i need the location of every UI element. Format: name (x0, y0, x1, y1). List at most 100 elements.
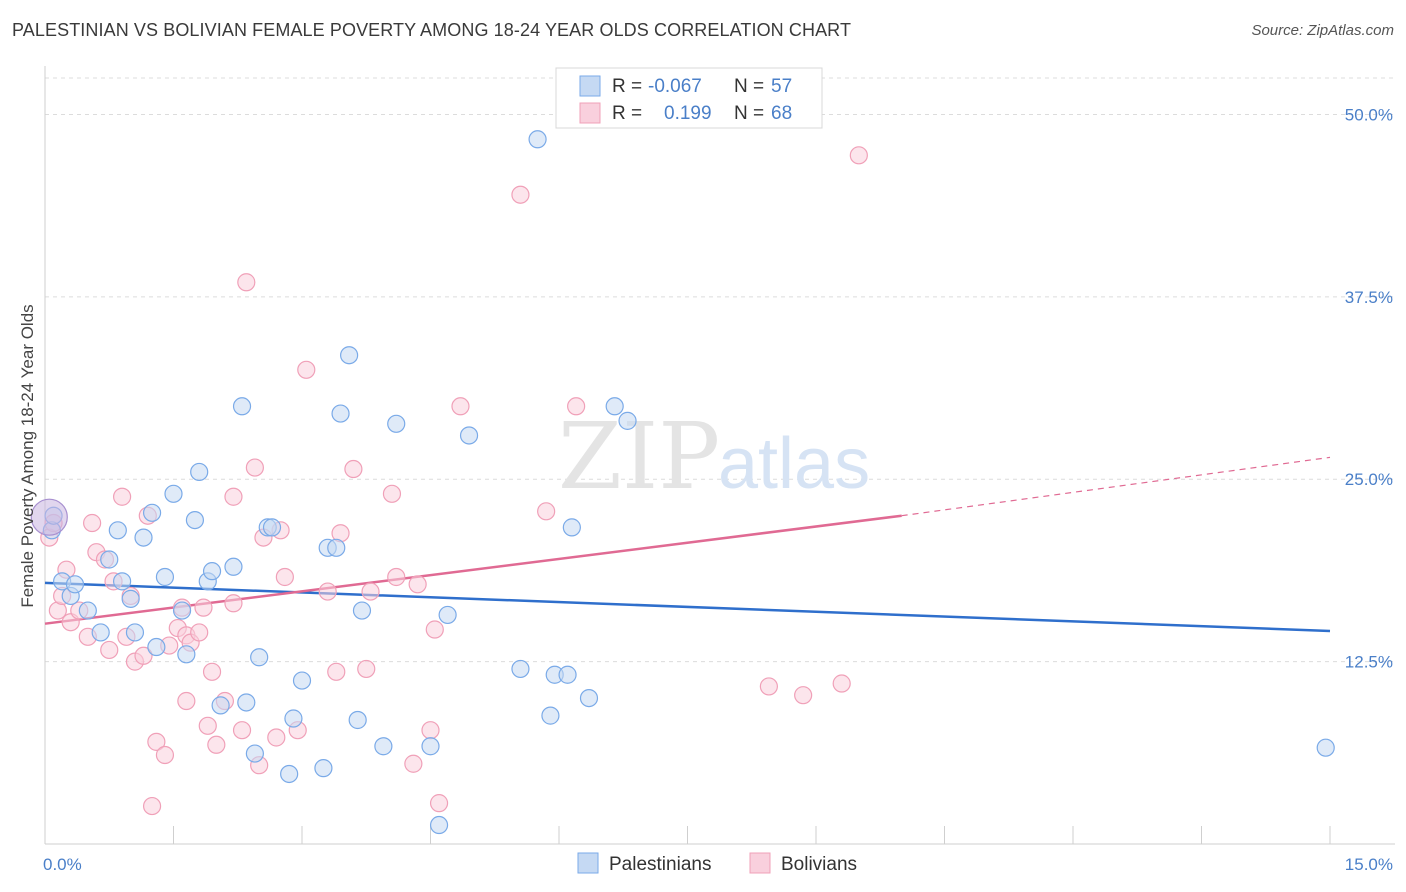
data-point (579, 688, 599, 708)
watermark-atlas: atlas (718, 424, 870, 504)
data-point (30, 498, 68, 536)
data-point (357, 659, 376, 679)
data-point (318, 582, 337, 601)
data-point (100, 550, 119, 569)
data-point (190, 462, 209, 482)
y-tick-label: 37.5% (1345, 288, 1393, 307)
data-point (142, 503, 162, 522)
y-tick-label: 25.0% (1345, 470, 1393, 489)
data-point (121, 589, 140, 608)
data-point (78, 601, 97, 620)
data-point (177, 645, 196, 664)
legend-swatch-palestinians (579, 75, 601, 97)
legend-swatch-bolivians (579, 102, 601, 124)
data-point (421, 737, 440, 756)
x-tick-label: 0.0% (43, 855, 82, 874)
data-point (558, 665, 577, 684)
trend-line-bolivians-extension (901, 456, 1331, 517)
data-point (100, 640, 119, 660)
data-point (361, 582, 380, 601)
data-point (112, 572, 132, 591)
data-point (327, 538, 346, 557)
data-point (262, 518, 282, 537)
data-point (232, 397, 252, 416)
legend-series-name: Bolivians (781, 854, 857, 875)
data-point (425, 620, 444, 639)
data-point (297, 360, 316, 379)
data-point (618, 411, 637, 430)
data-point (147, 732, 166, 751)
data-point (112, 487, 132, 506)
axes (44, 66, 1395, 845)
data-point (245, 458, 264, 477)
data-point (314, 759, 333, 778)
data-point (459, 426, 479, 445)
data-point (1316, 738, 1335, 757)
data-point (211, 696, 230, 715)
data-point (382, 484, 402, 503)
legend-n-label: N = (734, 103, 764, 124)
x-tick-labels: 0.0% 15.0% (43, 855, 1393, 874)
data-point (134, 646, 153, 665)
legend-swatch-bolivians (749, 852, 771, 874)
data-point (250, 648, 269, 667)
data-point (224, 487, 243, 506)
data-point (142, 796, 162, 816)
data-point (207, 735, 226, 754)
data-point (832, 674, 851, 693)
data-point (374, 737, 393, 756)
data-point (340, 346, 359, 365)
data-point (237, 273, 256, 292)
legend-r-label: R = (612, 103, 642, 124)
data-point (438, 605, 457, 625)
legend-r-value: 0.199 (664, 103, 712, 124)
data-point (190, 623, 209, 642)
data-point (794, 686, 813, 705)
zipatlas-watermark: ZIP atlas (558, 403, 870, 510)
data-point (562, 518, 581, 537)
data-point (65, 575, 85, 594)
legend-series-name: Palestinians (609, 854, 711, 875)
data-point (108, 521, 127, 540)
legend-swatch-palestinians (577, 852, 599, 874)
data-point (202, 562, 222, 581)
data-point (125, 623, 145, 642)
data-point (331, 404, 350, 423)
data-point (155, 567, 175, 587)
y-tick-labels: 12.5% 25.0% 37.5% 50.0% (1345, 105, 1393, 671)
data-point (348, 710, 367, 730)
data-point (275, 567, 294, 587)
y-axis-label: Female Poverty Among 18-24 Year Olds (18, 304, 37, 607)
y-tick-label: 50.0% (1345, 105, 1393, 124)
data-point (224, 594, 243, 613)
legend-n-label: N = (734, 76, 764, 97)
data-point (387, 567, 406, 587)
data-point (134, 528, 153, 547)
data-point (528, 130, 547, 149)
legend-r-value: -0.067 (648, 76, 702, 97)
trend-line-palestinians (44, 581, 1331, 633)
data-point (537, 502, 556, 521)
y-tick-label: 12.5% (1345, 653, 1393, 672)
data-point (194, 598, 213, 617)
data-point (237, 693, 256, 712)
data-point (759, 677, 778, 696)
data-point (429, 815, 449, 835)
data-point (511, 185, 530, 204)
data-point (224, 557, 243, 576)
data-point (327, 662, 346, 681)
data-point (451, 397, 470, 416)
data-point (605, 397, 624, 416)
data-point (267, 728, 286, 747)
data-point (147, 637, 166, 657)
data-point (202, 662, 222, 681)
correlation-legend: R = -0.067 N = 57 R = 0.199 N = 68 (555, 67, 823, 129)
data-point (164, 484, 183, 503)
grid-lines (45, 77, 1395, 663)
data-point (83, 513, 102, 533)
legend-n-value: 68 (771, 103, 792, 124)
data-point (172, 601, 192, 620)
series-legend: Palestinians Bolivians (577, 852, 857, 875)
data-point (185, 510, 205, 530)
